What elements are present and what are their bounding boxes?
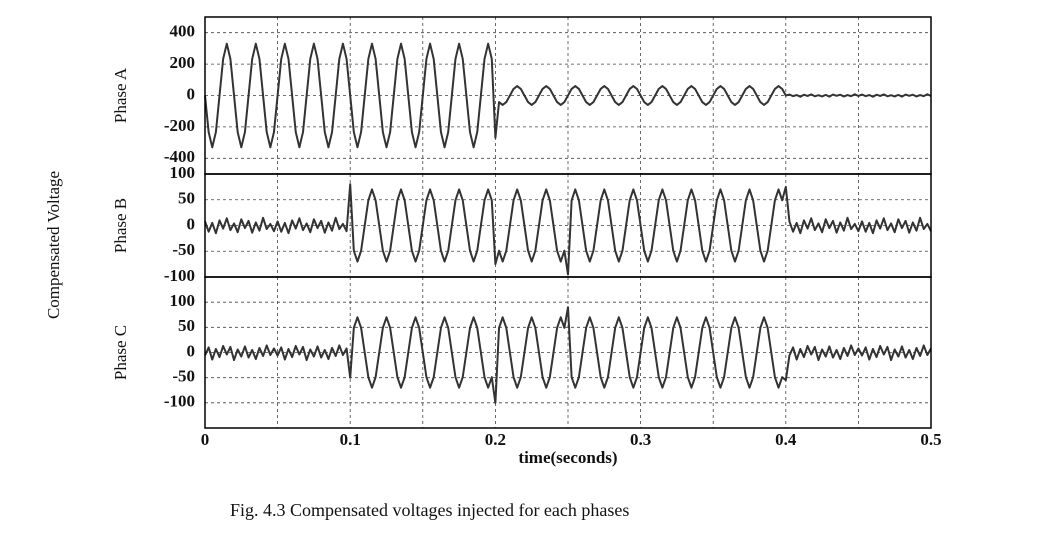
waveform [204, 306, 932, 404]
y-tick-label: 0 [187, 214, 196, 233]
y-tick-label: 100 [170, 291, 196, 310]
x-tick-label: 0.3 [630, 430, 651, 449]
y-tick-label: 100 [170, 163, 196, 182]
shared-y-label: Compensated Voltage [44, 171, 63, 319]
waveform [204, 42, 932, 149]
y-tick-label: 200 [170, 53, 196, 72]
y-axis-label: Phase B [111, 198, 130, 253]
y-tick-label: 400 [170, 22, 196, 41]
x-tick-label: 0.4 [775, 430, 797, 449]
y-tick-label: 50 [178, 189, 195, 208]
y-tick-label: -200 [164, 116, 195, 135]
plot-frame [204, 276, 932, 429]
waveform [204, 183, 932, 276]
y-axis-label: Phase C [111, 325, 130, 380]
y-tick-label: 0 [187, 84, 196, 103]
y-tick-label: -50 [172, 367, 195, 386]
y-tick-label: -100 [164, 392, 195, 411]
y-tick-label: 0 [187, 341, 196, 360]
x-axis-label: time(seconds) [518, 448, 617, 467]
y-tick-label: -50 [172, 240, 195, 259]
y-tick-label: -400 [164, 147, 195, 166]
x-tick-label: 0 [201, 430, 210, 449]
y-tick-label: 50 [178, 316, 195, 335]
x-tick-label: 0.1 [340, 430, 361, 449]
y-tick-label: -100 [164, 266, 195, 285]
caption: Fig. 4.3 Compensated voltages injected f… [230, 500, 629, 520]
x-tick-label: 0.5 [920, 430, 941, 449]
x-tick-label: 0.2 [485, 430, 506, 449]
y-axis-label: Phase A [111, 67, 130, 123]
